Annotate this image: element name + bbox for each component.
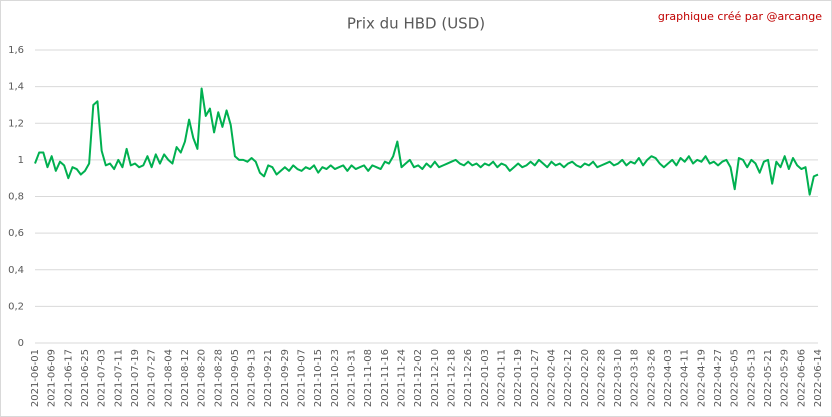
x-tick-label: 2021-11-24 — [397, 349, 408, 407]
x-tick-label: 2021-08-28 — [213, 349, 224, 407]
x-tick-label: 2021-08-20 — [197, 349, 208, 407]
x-tick-label: 2021-06-01 — [30, 349, 41, 407]
x-tick-label: 2021-11-16 — [380, 349, 391, 407]
x-tick-label: 2021-12-18 — [446, 349, 457, 407]
y-tick-label: 0 — [18, 338, 24, 349]
x-tick-label: 2022-05-21 — [763, 349, 774, 407]
x-tick-label: 2021-12-26 — [463, 349, 474, 407]
x-tick-label: 2021-09-13 — [247, 349, 258, 407]
y-tick-label: 1,4 — [8, 82, 24, 93]
x-tick-label: 2022-04-03 — [663, 349, 674, 407]
x-tick-label: 2021-10-07 — [297, 349, 308, 407]
x-tick-label: 2022-01-03 — [480, 349, 491, 407]
x-tick-label: 2022-04-27 — [713, 349, 724, 407]
x-tick-label: 2022-05-29 — [780, 349, 791, 407]
x-tick-label: 2022-03-10 — [613, 349, 624, 407]
y-tick-label: 0,4 — [8, 265, 24, 276]
x-tick-label: 2021-11-08 — [363, 349, 374, 407]
x-tick-label: 2021-09-05 — [230, 349, 241, 407]
x-tick-label: 2021-12-10 — [430, 349, 441, 407]
x-tick-label: 2022-02-28 — [596, 349, 607, 407]
x-tick-label: 2022-05-13 — [746, 349, 757, 407]
x-tick-label: 2021-07-27 — [147, 349, 158, 407]
y-tick-label: 0,2 — [8, 301, 24, 312]
x-tick-label: 2021-10-15 — [313, 349, 324, 407]
x-tick-label: 2021-07-19 — [130, 349, 141, 407]
y-tick-label: 1 — [18, 155, 24, 166]
x-tick-label: 2021-09-29 — [280, 349, 291, 407]
y-tick-label: 0,6 — [8, 228, 24, 239]
x-tick-label: 2021-08-04 — [163, 349, 174, 407]
x-tick-label: 2022-05-05 — [730, 349, 741, 407]
x-tick-label: 2022-01-19 — [513, 349, 524, 407]
x-tick-label: 2021-10-31 — [347, 349, 358, 407]
x-tick-label: 2021-06-09 — [47, 349, 58, 407]
data-line — [34, 87, 819, 196]
x-tick-label: 2022-03-18 — [630, 349, 641, 407]
annotation: graphique créé par @arcange — [658, 10, 822, 23]
x-tick-label: 2022-03-26 — [646, 349, 657, 407]
x-tick-label: 2022-02-04 — [546, 349, 557, 407]
y-tick-label: 1,6 — [8, 45, 24, 56]
x-tick-label: 2021-07-03 — [97, 349, 108, 407]
x-tick-label: 2022-01-27 — [530, 349, 541, 407]
chart-title: Prix du HBD (USD) — [347, 15, 485, 33]
x-tick-label: 2021-10-23 — [330, 349, 341, 407]
x-tick-label: 2021-09-21 — [263, 349, 274, 407]
x-tick-label: 2022-02-12 — [563, 349, 574, 407]
x-tick-label: 2021-06-17 — [63, 349, 74, 407]
x-tick-label: 2022-02-20 — [580, 349, 591, 407]
y-tick-label: 1,2 — [8, 118, 24, 129]
x-tick-label: 2021-07-11 — [113, 349, 124, 407]
x-tick-label: 2022-01-11 — [496, 349, 507, 407]
x-tick-label: 2022-06-06 — [796, 349, 807, 407]
x-tick-label: 2022-04-19 — [696, 349, 707, 407]
x-tick-label: 2021-08-12 — [180, 349, 191, 407]
y-tick-label: 0,8 — [8, 192, 24, 203]
x-tick-label: 2022-04-11 — [680, 349, 691, 407]
x-tick-label: 2021-12-02 — [413, 349, 424, 407]
x-tick-label: 2021-06-25 — [80, 349, 91, 407]
x-tick-label: 2022-06-14 — [813, 349, 824, 407]
